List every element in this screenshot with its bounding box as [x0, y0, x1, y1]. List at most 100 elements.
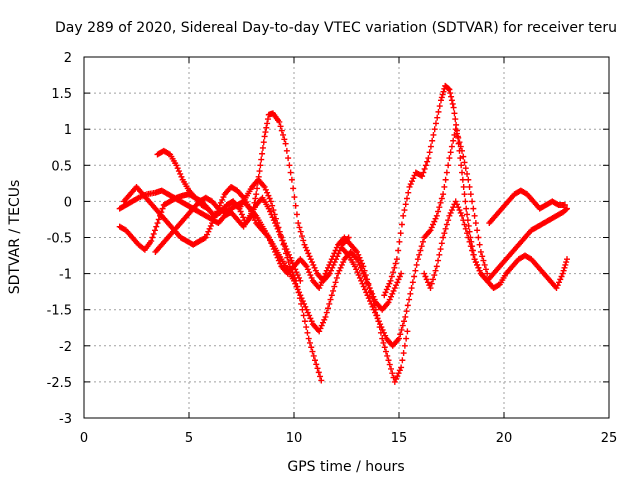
data-point: [207, 222, 214, 229]
data-point: [287, 254, 294, 261]
data-point: [264, 189, 271, 196]
data-point: [372, 309, 379, 316]
data-point: [465, 176, 472, 183]
data-point: [471, 212, 478, 219]
data-point: [326, 261, 333, 268]
data-point: [322, 270, 329, 277]
data-point: [422, 162, 429, 169]
data-point: [440, 88, 447, 95]
data-point: [328, 256, 335, 263]
data-point: [275, 228, 282, 235]
data-point: [396, 335, 402, 342]
data-point: [333, 244, 340, 251]
data-point: [293, 211, 300, 218]
data-point: [301, 241, 308, 248]
data-point: [296, 289, 303, 296]
data-point: [327, 296, 334, 303]
data-point: [561, 202, 568, 209]
data-point: [438, 195, 445, 202]
data-point: [395, 247, 402, 254]
data-point: [308, 274, 315, 281]
data-point: [236, 205, 243, 212]
data-point: [381, 292, 388, 299]
data-point: [440, 234, 447, 241]
data-point: [450, 104, 457, 111]
data-point: [202, 234, 209, 241]
data-point: [362, 272, 369, 279]
data-point: [433, 263, 440, 270]
data-point: [387, 277, 394, 284]
data-point: [558, 273, 565, 280]
data-point: [463, 205, 470, 212]
data-point: [382, 289, 389, 296]
data-point: [427, 227, 434, 234]
data-point: [316, 285, 323, 292]
data-point: [302, 244, 309, 251]
data-point: [280, 131, 287, 138]
data-point: [411, 273, 418, 280]
data-point: [301, 300, 308, 307]
data-point: [399, 357, 406, 364]
data-point: [302, 303, 309, 310]
data-point: [403, 308, 410, 315]
data-point: [439, 91, 446, 98]
data-point: [403, 195, 410, 202]
data-point: [267, 208, 274, 215]
y-tick-label: -1: [59, 268, 72, 283]
data-point: [211, 214, 218, 221]
data-point: [422, 273, 429, 280]
data-point: [405, 189, 412, 196]
x-tick-label: 20: [496, 431, 513, 446]
data-point: [435, 208, 442, 215]
data-point: [427, 285, 434, 292]
data-point: [391, 264, 398, 271]
data-point: [270, 207, 277, 214]
data-point: [412, 267, 419, 274]
data-point: [255, 173, 262, 180]
data-point: [304, 309, 311, 316]
data-point: [423, 276, 430, 283]
data-point: [209, 220, 216, 227]
data-point: [336, 267, 343, 274]
data-point: [465, 234, 472, 241]
data-point: [316, 328, 323, 335]
data-point: [401, 318, 408, 325]
data-point: [296, 224, 303, 231]
data-point: [560, 267, 567, 274]
data-point: [340, 259, 347, 266]
data-point: [425, 155, 432, 162]
data-point: [335, 270, 342, 277]
data-point: [454, 133, 461, 140]
data-point: [303, 306, 310, 313]
data-point: [450, 137, 457, 144]
data-point: [431, 218, 438, 225]
data-point: [406, 296, 413, 303]
data-point: [386, 361, 393, 368]
data-point: [389, 290, 396, 297]
data-point: [294, 272, 301, 279]
data-point: [416, 251, 423, 258]
data-point: [482, 266, 489, 273]
data-point: [201, 235, 208, 242]
data-point: [450, 204, 457, 211]
data-point: [385, 299, 392, 306]
data-point: [374, 315, 381, 322]
data-point: [251, 199, 258, 206]
data-point: [321, 316, 328, 323]
data-point: [377, 321, 384, 328]
data-point: [319, 276, 326, 283]
y-tick-label: 2: [64, 51, 72, 66]
data-point: [259, 150, 266, 157]
data-point: [298, 233, 305, 240]
data-point: [414, 256, 421, 263]
data-point: [326, 300, 333, 307]
data-point: [288, 257, 295, 264]
data-point: [409, 178, 416, 185]
data-point: [390, 269, 397, 276]
data-point: [452, 116, 459, 123]
data-point: [461, 191, 468, 198]
data-point: [250, 214, 257, 221]
data-point: [315, 369, 322, 376]
data-point: [310, 352, 317, 359]
